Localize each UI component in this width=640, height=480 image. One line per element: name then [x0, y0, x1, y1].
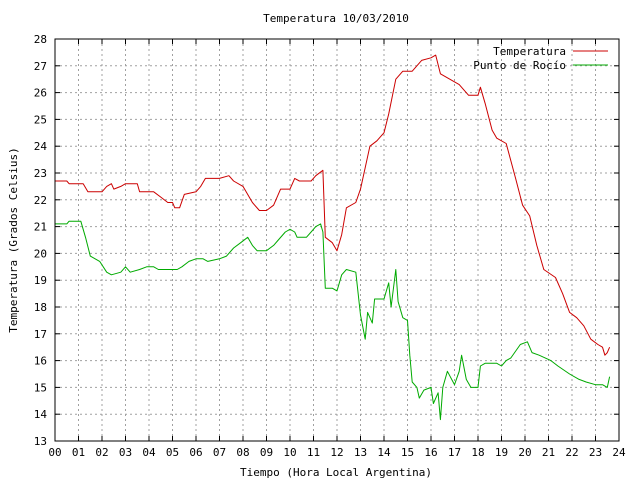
x-tick-label: 04 — [142, 446, 156, 459]
x-tick-label: 14 — [377, 446, 391, 459]
x-tick-label: 00 — [48, 446, 61, 459]
y-tick-label: 19 — [34, 274, 47, 287]
x-tick-label: 15 — [401, 446, 414, 459]
x-tick-label: 16 — [424, 446, 437, 459]
series-line-temperatura — [55, 54, 611, 356]
y-tick-label: 28 — [34, 33, 47, 46]
x-axis-label: Tiempo (Hora Local Argentina) — [240, 466, 432, 479]
y-tick-label: 21 — [34, 221, 47, 234]
y-tick-label: 14 — [34, 408, 48, 421]
chart-title: Temperatura 10/03/2010 — [263, 12, 409, 25]
x-tick-label: 22 — [565, 446, 578, 459]
y-tick-label: 13 — [34, 435, 47, 448]
legend-label: Punto de Rocío — [473, 59, 566, 72]
x-tick-label: 10 — [283, 446, 296, 459]
x-tick-label: 12 — [330, 446, 343, 459]
x-tick-label: 01 — [72, 446, 85, 459]
x-tick-label: 20 — [518, 446, 531, 459]
x-tick-label: 06 — [189, 446, 202, 459]
x-tick-label: 03 — [119, 446, 132, 459]
y-tick-label: 16 — [34, 355, 47, 368]
x-tick-label: 21 — [542, 446, 555, 459]
x-tick-label: 08 — [236, 446, 249, 459]
x-tick-label: 07 — [213, 446, 226, 459]
x-tick-label: 18 — [471, 446, 484, 459]
axis-ticks — [54, 38, 620, 442]
x-tick-label: 23 — [589, 446, 602, 459]
y-tick-label: 26 — [34, 87, 47, 100]
y-axis-label: Temperatura (Grados Celsius) — [7, 147, 20, 332]
y-tick-label: 23 — [34, 167, 47, 180]
y-tick-label: 15 — [34, 381, 47, 394]
x-tick-label: 17 — [448, 446, 461, 459]
x-tick-label: 13 — [354, 446, 367, 459]
y-tick-label: 22 — [34, 194, 47, 207]
x-tick-label: 02 — [95, 446, 108, 459]
y-tick-label: 24 — [34, 140, 48, 153]
x-tick-label: 24 — [612, 446, 626, 459]
x-tick-label: 11 — [307, 446, 320, 459]
x-tick-label: 09 — [260, 446, 273, 459]
y-tick-label: 17 — [34, 328, 47, 341]
x-tick-label: 05 — [166, 446, 179, 459]
y-tick-label: 27 — [34, 60, 47, 73]
legend-label: Temperatura — [493, 45, 566, 58]
y-tick-label: 18 — [34, 301, 47, 314]
y-tick-labels: 13 14 15 16 17 18 19 20 21 22 23 24 25 26 27 28 — [34, 33, 48, 448]
y-tick-label: 25 — [34, 113, 47, 126]
grid-lines — [55, 39, 619, 441]
series-line-punto-de-rocio — [55, 220, 611, 421]
x-tick-labels: 00 01 02 03 04 05 06 07 08 09 10 11 12 13 14 15 16 17 18 19… — [48, 446, 626, 459]
y-tick-label: 20 — [34, 247, 47, 260]
series-lines — [55, 54, 611, 421]
x-tick-label: 19 — [495, 446, 508, 459]
